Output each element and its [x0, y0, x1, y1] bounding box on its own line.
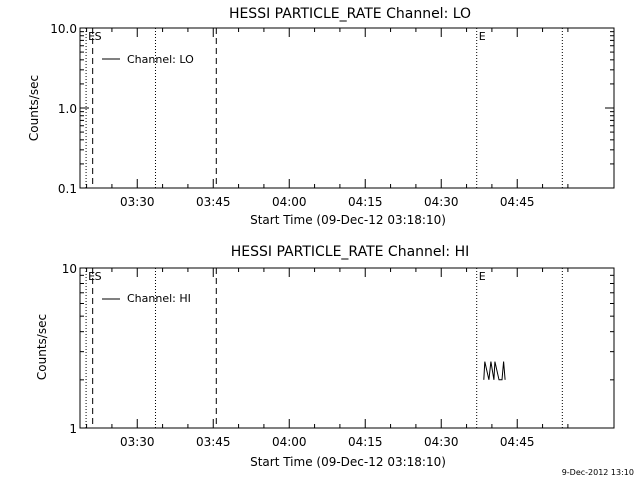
- legend-entry-hi: Channel: HI: [127, 292, 191, 305]
- x-tick-label: 03:30: [120, 435, 155, 449]
- y-tick-label: 1.0: [58, 102, 77, 116]
- x-tick-label: 04:45: [500, 435, 535, 449]
- x-axis-label: Start Time (09-Dec-12 03:18:10): [250, 213, 446, 227]
- y-tick-label: 1: [69, 422, 77, 436]
- x-tick-label: 04:30: [424, 435, 459, 449]
- y-tick-label: 0.1: [58, 182, 77, 196]
- legend-entry-lo: Channel: LO: [127, 53, 194, 66]
- marker-label: S: [95, 270, 102, 283]
- marker-label: E: [88, 30, 95, 43]
- x-tick-label: 03:45: [196, 195, 231, 209]
- marker-label: E: [479, 30, 486, 43]
- x-tick-label: 04:45: [500, 195, 535, 209]
- series-line: [483, 361, 506, 381]
- x-axis-label: Start Time (09-Dec-12 03:18:10): [250, 455, 446, 469]
- plot-frame: [79, 27, 615, 189]
- panel-hi: HESSI PARTICLE_RATE Channel: HI Counts/s…: [35, 244, 615, 469]
- marker-label: E: [479, 270, 486, 283]
- x-tick-label: 04:00: [272, 435, 307, 449]
- x-tick-label: 04:15: [348, 195, 383, 209]
- y-axis-label: Counts/sec: [35, 314, 49, 380]
- panel-lo: HESSI PARTICLE_RATE Channel: LO Counts/s…: [27, 6, 615, 227]
- x-tick-label: 04:15: [348, 435, 383, 449]
- x-tick-label: 04:00: [272, 195, 307, 209]
- marker-label: E: [88, 270, 95, 283]
- marker-label: S: [95, 30, 102, 43]
- x-tick-label: 03:30: [120, 195, 155, 209]
- footer-timestamp: 9-Dec-2012 13:10: [562, 468, 634, 477]
- plot-frame: [79, 267, 615, 429]
- y-tick-label: 10.0: [50, 22, 77, 36]
- chart-title: HESSI PARTICLE_RATE Channel: HI: [231, 244, 469, 260]
- y-tick-label: 10: [62, 262, 77, 276]
- x-tick-label: 04:30: [424, 195, 459, 209]
- chart-title: HESSI PARTICLE_RATE Channel: LO: [229, 6, 471, 22]
- x-tick-label: 03:45: [196, 435, 231, 449]
- y-axis-label: Counts/sec: [27, 75, 41, 141]
